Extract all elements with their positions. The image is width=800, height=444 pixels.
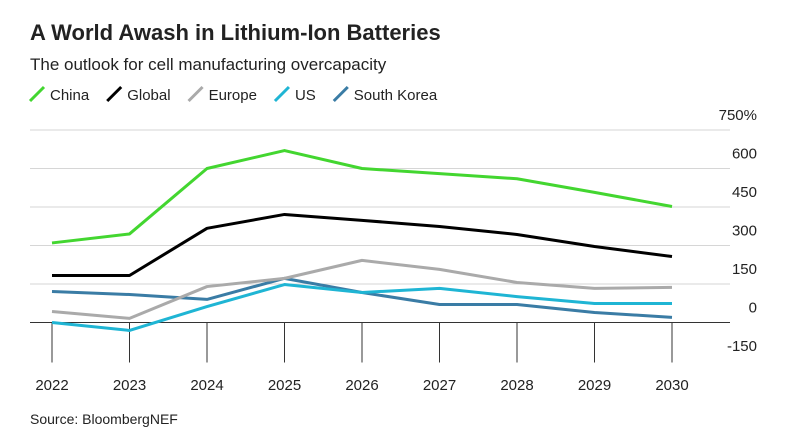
x-tick-label: 2026 bbox=[345, 377, 378, 394]
y-tick-label: 600 bbox=[732, 146, 757, 163]
legend-label: Global bbox=[127, 87, 170, 104]
x-tick-label: 2029 bbox=[578, 377, 611, 394]
x-tick-label: 2023 bbox=[113, 377, 146, 394]
x-tick-label: 2028 bbox=[500, 377, 533, 394]
y-tick-label: 150 bbox=[732, 261, 757, 278]
x-tick-label: 2024 bbox=[190, 377, 223, 394]
x-tick-label: 2025 bbox=[268, 377, 301, 394]
legend-label: Europe bbox=[209, 87, 257, 104]
x-tick-label: 2027 bbox=[423, 377, 456, 394]
legend-label: China bbox=[50, 87, 90, 104]
legend-swatch bbox=[28, 85, 46, 103]
source-note: Source: BloombergNEF bbox=[30, 411, 178, 427]
x-tick-label: 2022 bbox=[35, 377, 68, 394]
y-tick-label: -150 bbox=[727, 338, 757, 355]
legend-label: South Korea bbox=[354, 87, 438, 104]
series-line bbox=[51, 258, 673, 320]
legend-swatch bbox=[187, 85, 204, 103]
series-line bbox=[52, 212, 673, 278]
chart-subtitle: The outlook for cell manufacturing overc… bbox=[30, 55, 387, 74]
legend-swatch bbox=[273, 85, 290, 103]
y-tick-label: 0 bbox=[749, 300, 757, 317]
legend-label: US bbox=[295, 87, 316, 104]
legend-swatch bbox=[332, 85, 349, 103]
legend-swatch bbox=[106, 85, 123, 103]
x-tick-label: 2030 bbox=[655, 377, 688, 394]
series-line bbox=[51, 149, 673, 245]
y-tick-label: 750% bbox=[719, 107, 757, 124]
series-line bbox=[51, 283, 672, 332]
y-tick-label: 300 bbox=[732, 223, 757, 240]
y-tick-label: 450 bbox=[732, 184, 757, 201]
chart-title: A World Awash in Lithium-Ion Batteries bbox=[30, 20, 441, 45]
